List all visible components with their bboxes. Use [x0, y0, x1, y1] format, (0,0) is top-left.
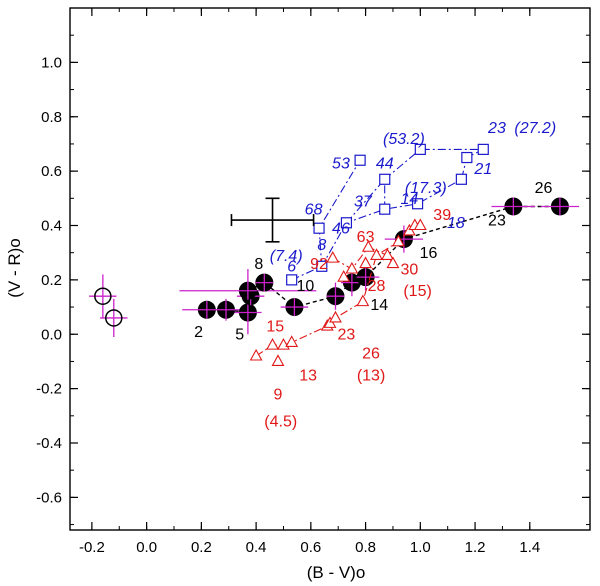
data-point: [329, 310, 342, 323]
data-point: [411, 198, 424, 210]
data-label: 23: [338, 327, 356, 344]
data-label: (4.5): [264, 414, 297, 431]
y-tick-label: 0.0: [41, 326, 62, 343]
data-label: 18: [447, 215, 465, 232]
data-point: [105, 309, 123, 327]
data-point: [249, 348, 263, 361]
x-tick-label: 0.8: [355, 539, 376, 556]
x-tick-label: 0.6: [300, 539, 321, 556]
data-point: [391, 234, 405, 247]
series-red-triangles: [249, 218, 427, 366]
data-label: (17.3): [405, 180, 447, 197]
data-label: 6: [287, 259, 296, 276]
data-point: [381, 248, 394, 260]
data-point: [285, 335, 299, 347]
series-line: [345, 177, 386, 224]
data-point: [337, 270, 351, 282]
data-point: [316, 260, 328, 272]
x-tick-label: -0.2: [79, 539, 105, 556]
x-tick-label: 0.2: [191, 539, 212, 556]
axes-layer: -0.2 0.0 0.2 0.4 0.6 0.8 1.0 1.2 1.4 -0.6 -0.4 -0.2…: [36, 7, 591, 556]
data-label: (13): [357, 367, 385, 384]
data-point: [361, 240, 375, 252]
data-point: [461, 151, 473, 164]
data-label: (53.2): [383, 131, 425, 148]
data-label: (27.2): [514, 120, 556, 137]
data-label: 21: [473, 161, 492, 178]
data-point: [354, 154, 366, 166]
data-label: 68: [305, 202, 323, 219]
data-label: 28: [368, 278, 386, 295]
data-point: [356, 294, 370, 307]
data-label: 13: [299, 367, 317, 384]
data-point: [345, 261, 359, 274]
y-tick-label: -0.4: [36, 435, 62, 452]
data-point: [455, 173, 467, 185]
data-point: [359, 256, 373, 269]
data-label: 46: [332, 221, 350, 238]
data-label: 23: [488, 213, 506, 230]
plot-frame: [69, 7, 591, 531]
data-label: 16: [420, 245, 438, 262]
y-tick-label: 0.8: [41, 109, 62, 126]
data-label: 53: [332, 155, 350, 172]
data-point: [414, 143, 426, 155]
x-tick-label: 0.4: [246, 539, 267, 556]
data-point: [340, 217, 353, 229]
data-label: 8: [254, 256, 263, 273]
data-label: 2: [194, 324, 203, 341]
data-point: [379, 203, 391, 215]
data-label: 5: [235, 327, 244, 344]
x-tick-label: 1.4: [519, 539, 540, 556]
data-label: (7.4): [270, 248, 303, 265]
y-tick-label: 0.2: [41, 272, 62, 289]
data-point: [313, 222, 325, 234]
data-label: 37: [354, 193, 373, 210]
data-label: 63: [357, 229, 375, 246]
x-axis-label: (B - V)o: [307, 563, 366, 582]
data-point: [379, 173, 391, 185]
data-point: [94, 287, 112, 305]
y-tick-label: -0.6: [36, 489, 62, 506]
data-point: [413, 218, 427, 231]
reference-error-bar: [230, 197, 315, 243]
x-tick-label: 1.0: [410, 539, 431, 556]
data-label: 26: [535, 180, 553, 197]
data-point: [286, 274, 298, 286]
x-tick-label: 1.2: [465, 539, 486, 556]
annotation-layer: 2 5 8 10 14 16 23 26 53 44 (53.2) 23 (27.2) (17.3) 21 6…: [194, 120, 556, 431]
data-label: 14: [400, 191, 418, 208]
data-label: 23: [487, 120, 506, 137]
data-label: 9: [274, 387, 283, 404]
x-tick-label: 0.0: [136, 539, 157, 556]
data-label: 14: [370, 297, 388, 314]
data-point: [271, 354, 285, 366]
series-open-circles: [89, 274, 128, 337]
data-point: [477, 143, 489, 155]
data-point: [326, 250, 340, 263]
y-tick-label: -0.2: [36, 381, 62, 398]
y-tick-label: 0.4: [41, 218, 62, 235]
series-layer: [89, 143, 580, 366]
data-label: 92: [310, 256, 328, 273]
data-label: 8: [317, 237, 326, 254]
data-label: 10: [296, 278, 314, 295]
data-label: 39: [433, 207, 451, 224]
data-label: 30: [400, 261, 418, 278]
data-label: 15: [266, 319, 284, 336]
y-tick-label: 1.0: [41, 54, 62, 71]
data-label: 44: [376, 155, 394, 172]
y-tick-label: 0.6: [41, 163, 62, 180]
series-blue-squares: [286, 143, 489, 286]
data-point: [370, 248, 383, 260]
data-point: [266, 337, 279, 350]
data-label: 26: [362, 346, 380, 363]
data-label: (15): [403, 283, 431, 300]
y-axis-label: (V - R)o: [5, 238, 24, 298]
data-point: [386, 256, 400, 269]
